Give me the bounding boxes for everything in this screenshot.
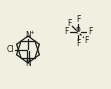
Text: F: F <box>88 28 92 36</box>
Text: P: P <box>76 28 80 36</box>
Text: Cl: Cl <box>6 45 14 54</box>
Text: N: N <box>25 32 31 40</box>
Text: F: F <box>76 40 80 49</box>
Text: +: + <box>29 30 34 35</box>
Text: F: F <box>84 36 89 45</box>
Text: F: F <box>67 19 72 28</box>
Text: F: F <box>76 15 80 24</box>
Text: F: F <box>64 28 68 36</box>
Text: N: N <box>25 58 31 67</box>
